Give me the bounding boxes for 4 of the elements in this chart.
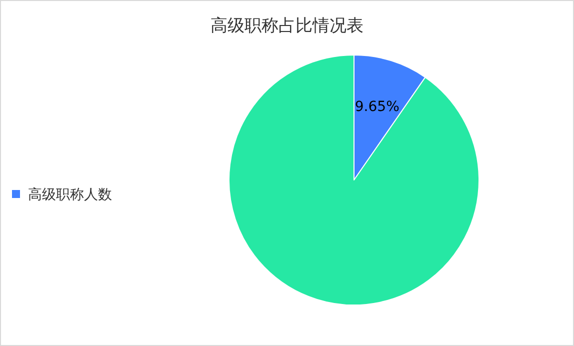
data-label: 9.65% [354, 99, 400, 116]
legend-label: 高级职称人数 [28, 187, 112, 203]
chart-title: 高级职称占比情况表 [210, 16, 364, 36]
pie-slice [228, 54, 480, 306]
